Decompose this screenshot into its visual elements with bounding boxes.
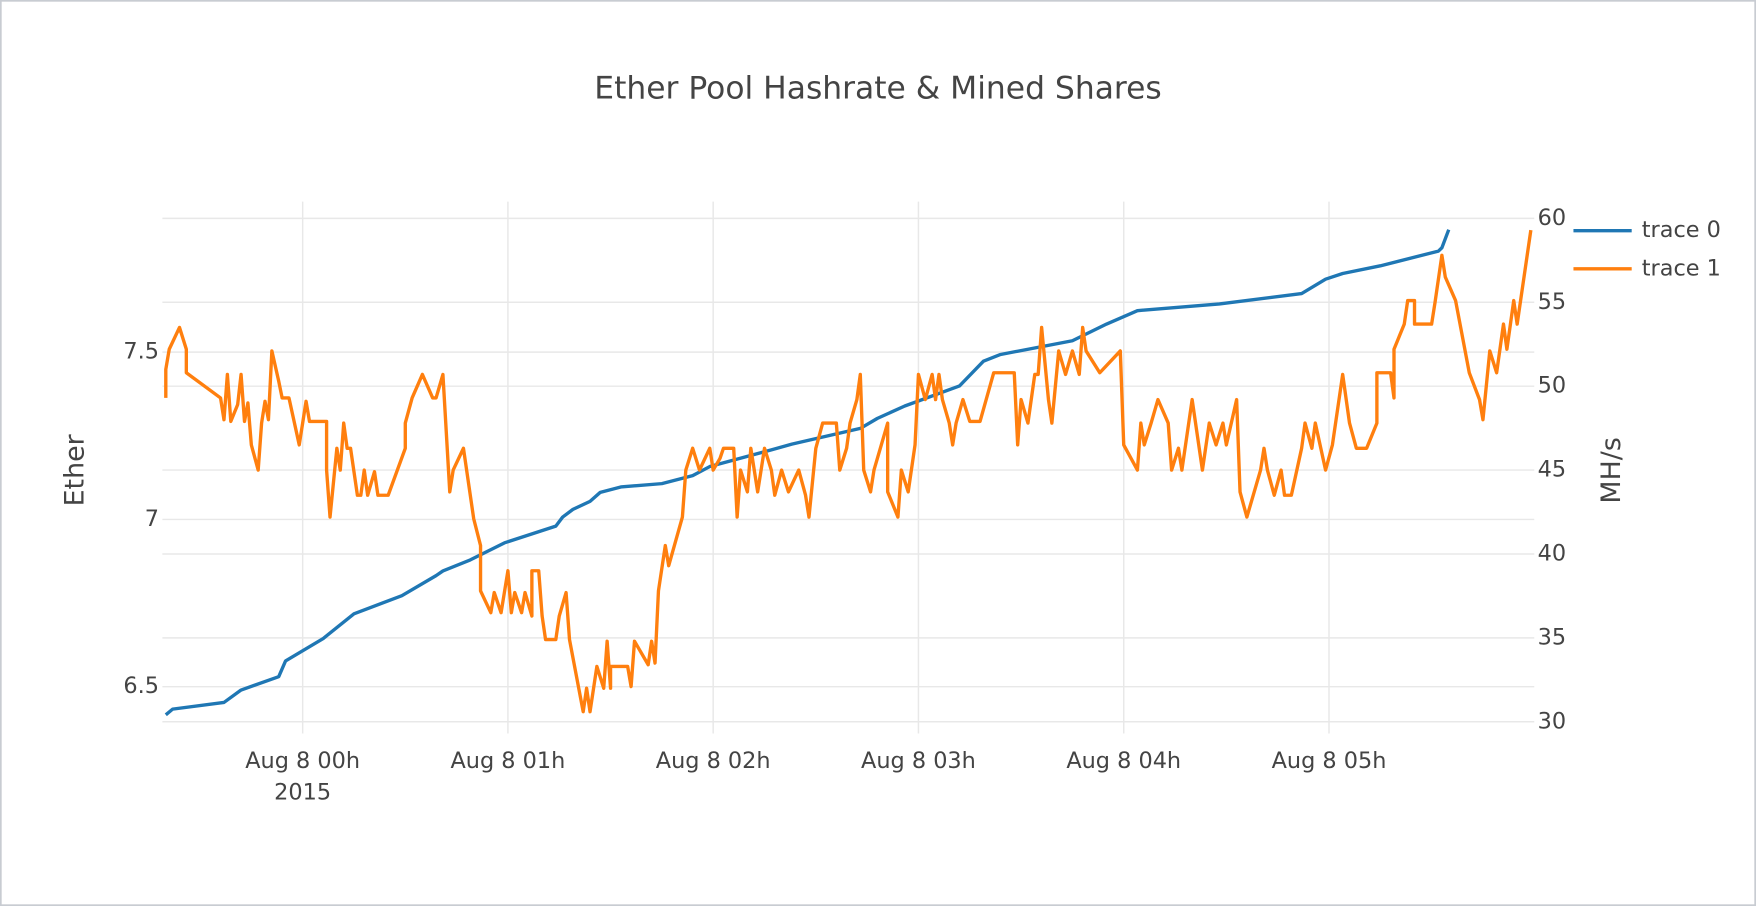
y2-tick-label: 40 <box>1538 540 1566 566</box>
y-tick-label: 6.5 <box>123 673 159 699</box>
y2-tick-label: 45 <box>1538 457 1566 483</box>
series-line <box>164 229 1451 717</box>
y2-tick-label: 60 <box>1538 205 1566 231</box>
series-line <box>164 229 1533 714</box>
x-tick-label: Aug 8 01h <box>451 748 566 774</box>
x-year-label: 2015 <box>274 779 331 805</box>
y2-tick-label: 50 <box>1538 373 1566 399</box>
chart-title: Ether Pool Hashrate & Mined Shares <box>594 71 1161 107</box>
x-tick-label: Aug 8 00h <box>245 748 360 774</box>
y-tick-label: 7 <box>145 506 159 532</box>
plot-area <box>164 229 1533 717</box>
x-tick-label: Aug 8 05h <box>1272 748 1387 774</box>
y2-tick-label: 30 <box>1538 708 1566 734</box>
y2-tick-label: 55 <box>1538 289 1566 315</box>
grid: Aug 8 00h 2015 Aug 8 01h Aug 8 02h Aug 8 03h… <box>123 201 1566 805</box>
y2-axis-title: MH/s <box>1596 437 1627 503</box>
x-tick-label: Aug 8 02h <box>656 748 771 774</box>
legend-label: trace 0 <box>1642 217 1721 243</box>
legend-label: trace 1 <box>1642 255 1721 281</box>
y-axis-title: Ether <box>60 433 91 506</box>
y2-tick-label: 35 <box>1538 624 1566 650</box>
y-tick-label: 7.5 <box>123 339 159 365</box>
x-tick-label: Aug 8 03h <box>861 748 976 774</box>
legend: trace 0 trace 1 <box>1573 217 1721 281</box>
x-tick-label: Aug 8 04h <box>1066 748 1181 774</box>
